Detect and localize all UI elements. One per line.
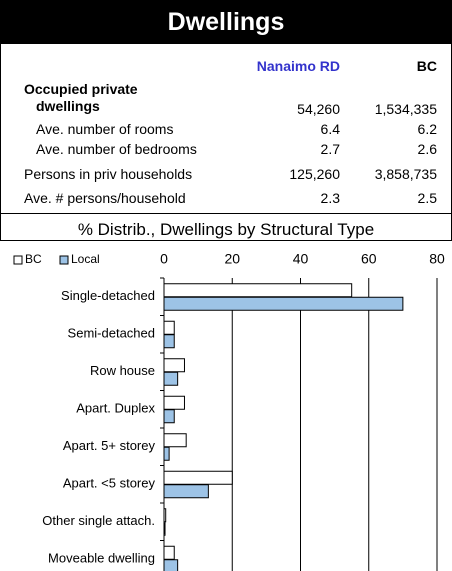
cell: 2.6 [417, 141, 437, 157]
category-label: Other single attach. [42, 513, 155, 528]
x-tick-label: 80 [429, 251, 445, 267]
cell: 125,260 [289, 166, 340, 182]
cell: 54,260 [297, 101, 340, 117]
bar [163, 545, 175, 560]
bar [163, 296, 404, 311]
category-label: Row house [90, 363, 155, 378]
bar [163, 409, 175, 424]
chart-title: % Distrib., Dwellings by Structural Type [77, 220, 375, 239]
bar [163, 334, 175, 349]
bar [163, 433, 187, 448]
category-label: Single-detached [61, 288, 155, 303]
bar [163, 470, 233, 485]
cell: 1,534,335 [374, 101, 437, 117]
separator [0, 240, 452, 241]
cell: 2.7 [320, 141, 340, 157]
border [0, 44, 1, 240]
bar [163, 320, 175, 335]
separator [0, 213, 452, 214]
bar [163, 446, 170, 461]
row-label: Persons in priv households [24, 166, 193, 182]
category-label: Apart. 5+ storey [63, 438, 156, 453]
cell: 2.3 [320, 190, 340, 206]
row-label: Ave. number of rooms [36, 121, 174, 137]
category-label: Apart. <5 storey [63, 476, 156, 491]
x-tick-label: 60 [361, 251, 377, 267]
cell: 6.4 [320, 121, 340, 137]
category-label: Semi-detached [68, 326, 155, 341]
category-label: Apart. Duplex [76, 401, 155, 416]
row-label: Occupied private dwellings [24, 81, 138, 114]
bar [163, 371, 179, 386]
legend-swatch [59, 255, 69, 265]
bar [163, 521, 166, 536]
bar [163, 508, 167, 523]
bar [163, 484, 209, 499]
bar [163, 395, 185, 410]
cell: 3,858,735 [374, 166, 437, 182]
cell: 6.2 [417, 121, 437, 137]
column-header: BC [416, 58, 437, 74]
chart: BC Local 0 20 40 60 80 Single-detached Semi-deta… [13, 251, 445, 571]
x-tick-label: 0 [160, 251, 168, 267]
legend-label: BC [25, 252, 42, 266]
bar [163, 358, 185, 373]
row-label: Ave. # persons/household [24, 190, 186, 206]
category-label: Moveable dwelling [48, 551, 155, 566]
x-tick-label: 40 [293, 251, 309, 267]
bar [163, 559, 179, 571]
cell: 2.5 [417, 190, 437, 206]
bar [163, 283, 353, 298]
title: Dwellings [0, 0, 452, 44]
column-header: Nanaimo RD [256, 58, 340, 74]
legend-swatch [13, 255, 23, 265]
legend-label: Local [71, 252, 100, 266]
x-tick-label: 20 [224, 251, 240, 267]
row-label: Ave. number of bedrooms [36, 141, 197, 157]
